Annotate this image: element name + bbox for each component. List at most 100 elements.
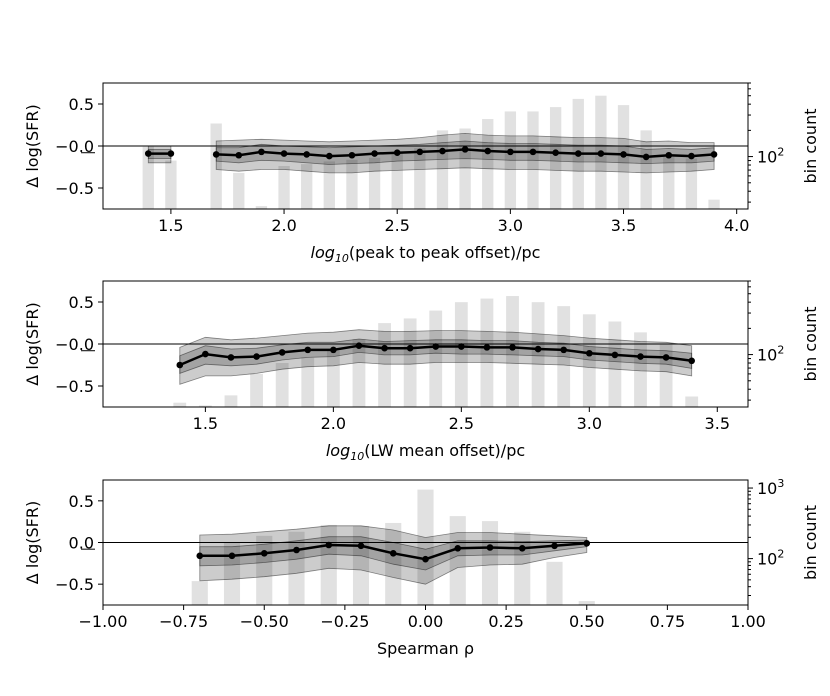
panel-3-bar xyxy=(546,561,563,605)
panel-2-median-point xyxy=(534,345,542,353)
panel-3-y-tick-label: 0.0 xyxy=(69,534,94,553)
panel-2-y-tick-label: 0.5 xyxy=(69,293,94,312)
panel-1-bar xyxy=(482,119,494,209)
panel-1-median-point xyxy=(597,150,605,157)
panel-1-median-point xyxy=(280,150,288,157)
panel-3-median-point xyxy=(551,542,558,550)
panel-1: 1.5 2.0 2.5 3.0 3.5 4.0 0.5 −0.0 −0.5 102 Δ log(SF… xyxy=(23,82,820,265)
panel-2-right-tick-label: 102 xyxy=(757,344,784,365)
panel-2-median-point xyxy=(586,349,593,357)
panel-1-bar xyxy=(165,160,177,209)
panel-2-bar xyxy=(224,395,238,407)
panel-1-median-point xyxy=(212,151,220,158)
panel-1-x-axis-label: log10(peak to peak offset)/pc xyxy=(311,243,541,265)
panel-2-median-point xyxy=(406,344,414,352)
panel-2-median-point xyxy=(202,350,209,358)
panel-1-bar xyxy=(459,128,471,209)
panel-3-right-tick-label: 103 xyxy=(757,477,784,498)
panel-1-bar xyxy=(346,159,358,209)
panel-2-median-point xyxy=(662,354,670,361)
panel-3-x-tick-label: −0.25 xyxy=(320,612,369,631)
panel-1-median-point xyxy=(371,150,378,157)
panel-2-median-point xyxy=(432,343,440,350)
panel-3-bar xyxy=(191,581,208,605)
panel-1-bar xyxy=(414,148,426,209)
panel-1-median-point xyxy=(461,146,469,153)
panel-2-x-tick-label: 3.0 xyxy=(577,414,602,433)
panel-2-median-point xyxy=(278,349,286,356)
panel-3-y-tick-label: 0.5 xyxy=(69,492,94,511)
panel-2-bar xyxy=(506,296,519,407)
panel-3-median-point xyxy=(583,540,591,547)
panel-1-bar xyxy=(549,107,562,209)
panel-1-median-point xyxy=(326,152,333,160)
panel-2-y-tick-label: −0.0 xyxy=(55,335,94,354)
panel-1-bar xyxy=(278,165,290,209)
panel-2-bar xyxy=(250,373,263,407)
panel-2-bar xyxy=(429,310,443,407)
panel-2-median-point xyxy=(304,346,312,354)
panel-1-bar xyxy=(255,206,268,209)
panel-2-median-point xyxy=(330,346,337,354)
panel-2-bar xyxy=(198,405,212,407)
panel-2-bar xyxy=(301,357,315,407)
panel-2-bar xyxy=(608,321,622,407)
panel-1-bar xyxy=(142,146,154,209)
panel-2-median-point xyxy=(253,353,260,360)
panel-3-x-tick-label: −0.75 xyxy=(159,612,208,631)
panel-3-y-axis-label: Δ log(SFR) xyxy=(23,501,42,584)
panel-2-x-tick-label: 1.5 xyxy=(193,414,218,433)
panel-2-median-point xyxy=(483,344,491,351)
panel-1-outer-band xyxy=(215,132,715,174)
panel-2-outer-band xyxy=(179,329,693,385)
panel-3-bar xyxy=(449,516,466,605)
panel-3-x-axis-label: Spearman ρ xyxy=(377,639,474,658)
panel-1-median-point xyxy=(574,150,582,157)
panel-2-median-point xyxy=(176,361,184,369)
panel-1-y-tick-label: −0.0 xyxy=(55,137,94,156)
panel-2-bar xyxy=(634,332,647,407)
panel-1-bar xyxy=(233,172,245,209)
panel-1-median-point xyxy=(507,148,514,156)
panel-1-x-tick-label: 2.5 xyxy=(384,216,409,235)
panel-3-bar xyxy=(385,522,402,605)
panel-2-bar xyxy=(275,363,289,407)
panel-1-x-tick-label: 4.0 xyxy=(724,216,749,235)
panel-2-x-tick-label: 3.5 xyxy=(705,414,730,433)
panel-1-median-point xyxy=(235,151,243,159)
panel-2-median-point xyxy=(560,346,568,354)
panel-3-y-tick-label: −0.5 xyxy=(55,575,94,594)
panel-1-x-tick-label: 2.0 xyxy=(271,216,296,235)
panel-2: 1.5 2.0 2.5 3.0 3.5 0.5 −0.0 −0.5 102 Δ log(SFR) b… xyxy=(23,280,820,463)
panel-1-bar xyxy=(368,157,381,209)
panel-3-median-point xyxy=(357,542,365,550)
panel-1-median-point xyxy=(258,148,265,156)
panel-2-bar xyxy=(557,306,571,407)
panel-1-bar xyxy=(504,111,517,209)
panel-1-median-point xyxy=(393,149,401,157)
panel-3-x-tick-label: 1.00 xyxy=(730,612,766,631)
panel-3-right-tick-label: 102 xyxy=(757,548,784,569)
panel-1-bar xyxy=(685,158,698,209)
panel-3-x-tick-label: 0.25 xyxy=(488,612,524,631)
panel-3-median-point xyxy=(454,545,462,552)
panel-1-y-tick-label: −0.5 xyxy=(55,179,94,198)
panel-2-x-tick-label: 2.0 xyxy=(321,414,346,433)
panel-2-median-point xyxy=(381,344,388,352)
panel-2-median-point xyxy=(509,344,516,351)
panel-1-right-tick-label: 102 xyxy=(757,146,784,167)
panel-1-median-point xyxy=(416,148,424,156)
panel-2-bar xyxy=(531,302,545,407)
panel-2-bar xyxy=(582,314,596,407)
panel-1-median-point xyxy=(665,151,673,159)
panel-3-median-point xyxy=(325,541,333,549)
panel-1-x-tick-label: 3.5 xyxy=(611,216,636,235)
panel-2-median-point xyxy=(611,351,619,359)
panel-3-median-point xyxy=(389,550,397,557)
panel-1-median-point xyxy=(688,152,695,160)
panel-2-median-point xyxy=(458,343,465,350)
panel-3-bar xyxy=(223,542,241,605)
panel-2-bar xyxy=(352,339,366,407)
panel-2-right-axis-label: bin count xyxy=(801,307,820,382)
